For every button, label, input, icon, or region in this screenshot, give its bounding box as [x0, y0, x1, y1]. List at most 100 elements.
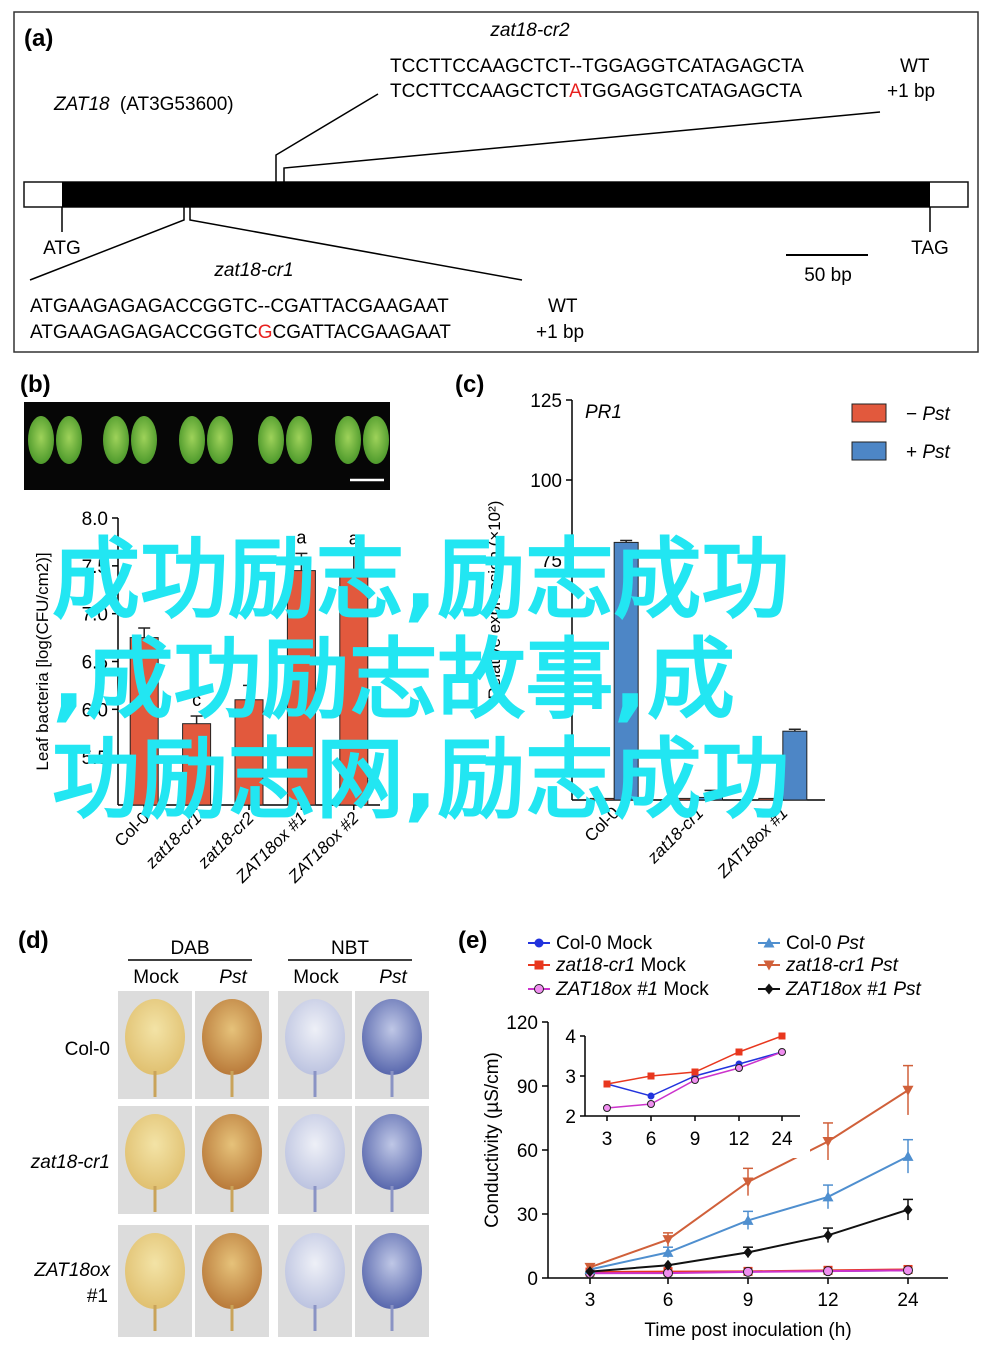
e-point — [903, 1204, 913, 1216]
cr2-mut-label: +1 bp — [887, 81, 935, 102]
e-point — [662, 1235, 674, 1246]
e-legend-label: ZAT18ox #1 Pst — [785, 979, 922, 1000]
b-bar — [286, 570, 316, 806]
e-legend-label: Col-0 Pst — [786, 933, 865, 954]
cr2-insertion: A — [569, 81, 582, 102]
cr1-title: zat18-cr1 — [213, 260, 293, 281]
e-x-tick-label: 24 — [897, 1290, 919, 1311]
stained-leaf — [285, 1114, 345, 1190]
inset-background — [565, 1024, 810, 1158]
c-legend-label: + Pst — [906, 442, 951, 463]
gene-title: ZAT18 (AT3G53600) — [53, 94, 234, 115]
e-legend-label: zat18-cr1 Pst — [785, 955, 899, 976]
inset-x-tick-label: 12 — [728, 1129, 749, 1150]
gene-cds-bar — [62, 182, 930, 207]
seedling-leaf-3-2 — [207, 416, 233, 464]
c-y-axis-title: Relative expression (×10²) — [485, 501, 504, 700]
b-y-tick-label: 7.5 — [82, 557, 108, 578]
e-point — [735, 1064, 743, 1072]
panel-a: (a) ZAT18 (AT3G53600) zat18-cr2 TCCTTCCA… — [13, 11, 979, 353]
cr1-callout-right — [189, 207, 523, 281]
row-label-zat18ox: ZAT18ox — [33, 1260, 111, 1281]
e-y-tick-label: 120 — [506, 1013, 538, 1034]
e-point — [778, 1048, 786, 1056]
b-y-tick-label: 6.0 — [82, 700, 108, 721]
e-point — [603, 1080, 611, 1088]
b-bar — [234, 699, 264, 806]
b-x-tick-label: zat18-cr1 — [141, 808, 205, 872]
c-x-tick-label: zat18-cr1 — [643, 803, 707, 867]
c-x-tick-label: ZAT18ox #1 — [713, 803, 792, 882]
e-point — [534, 938, 544, 948]
gene-name: ZAT18 — [53, 94, 110, 115]
stained-leaf — [125, 999, 185, 1075]
e-legend-label: ZAT18ox #1 Mock — [555, 979, 709, 1000]
stained-leaf — [125, 1114, 185, 1190]
seedling-leaf-1-1 — [28, 416, 54, 464]
e-x-tick-label: 6 — [663, 1290, 674, 1311]
c-bar — [674, 797, 699, 801]
e-y-tick-label: 60 — [517, 1141, 538, 1162]
e-x-tick-label: 3 — [585, 1290, 596, 1311]
inset-x-tick-label: 9 — [690, 1129, 701, 1150]
c-bar — [698, 796, 723, 801]
leaf-photo — [24, 402, 390, 490]
panel-c: (c) 125 100 75 Relative expression (×10²) PR… — [455, 371, 951, 882]
cr2-wt-label: WT — [900, 56, 930, 77]
scale-bar-label: 50 bp — [804, 265, 852, 286]
nbt-header: NBT — [331, 938, 369, 959]
e-point — [743, 1266, 753, 1277]
inset-x-tick-label: 3 — [602, 1129, 613, 1150]
e-point — [647, 1092, 655, 1100]
e-point — [742, 1214, 754, 1225]
e-point — [603, 1104, 611, 1112]
e-point — [647, 1072, 655, 1080]
seedling-leaf-1-2 — [56, 416, 82, 464]
e-point — [903, 1265, 913, 1276]
e-point — [822, 1191, 834, 1202]
row-label-line-number: #1 — [87, 1286, 108, 1307]
c-y-tick-label: 75 — [541, 551, 562, 572]
seedling-leaf-5-1 — [335, 416, 361, 464]
c-bar — [589, 797, 615, 801]
e-x-axis-title: Time post inoculation (h) — [644, 1320, 851, 1341]
b-bar — [182, 723, 212, 806]
inset-y-tick-label: 2 — [565, 1107, 576, 1128]
panel-c-label: (c) — [455, 371, 484, 398]
b-significance-letter: a — [349, 528, 360, 548]
cr1-callout-left — [29, 207, 185, 281]
cr1-insertion: G — [258, 322, 273, 343]
e-legend-label: Col-0 Mock — [556, 933, 653, 954]
treatment-header: Pst — [219, 967, 247, 988]
e-x-tick-label: 9 — [743, 1290, 754, 1311]
cr1-seq-right: CGATTACGAAGAAT — [272, 322, 451, 343]
e-point — [764, 983, 774, 995]
stained-leaf — [362, 1233, 422, 1309]
e-point — [902, 1085, 914, 1096]
e-point — [902, 1150, 914, 1161]
c-chart-title: PR1 — [585, 402, 622, 423]
e-point — [691, 1076, 699, 1084]
dab-header: DAB — [170, 938, 209, 959]
treatment-header: Mock — [293, 967, 339, 988]
stained-leaf — [202, 999, 262, 1075]
c-y-tick-label: 100 — [530, 471, 562, 492]
cr2-title: zat18-cr2 — [489, 20, 570, 41]
e-point — [585, 1266, 595, 1278]
c-legend-swatch — [851, 441, 887, 461]
e-y-axis-title: Conductivity (µS/cm) — [482, 1052, 503, 1228]
e-point — [763, 960, 775, 971]
e-point — [778, 1032, 786, 1040]
cr2-seq-left: TCCTTCCAAGCTCT — [390, 81, 571, 102]
chart-c: 125 100 75 Relative expression (×10²) PR1 Col… — [485, 391, 951, 882]
stained-leaf — [202, 1233, 262, 1309]
cr2-mutant-sequence: TCCTTCCAAGCTCTATGGAGGTCATAGAGCTA — [390, 81, 802, 102]
e-point — [663, 1259, 673, 1271]
row-label-zat18-cr1: zat18-cr1 — [30, 1152, 110, 1173]
b-y-axis-title: Leaf bacteria [log(CFU/cm2)] — [33, 552, 52, 770]
stained-leaf — [285, 999, 345, 1075]
inset-x-tick-label: 24 — [771, 1129, 793, 1150]
